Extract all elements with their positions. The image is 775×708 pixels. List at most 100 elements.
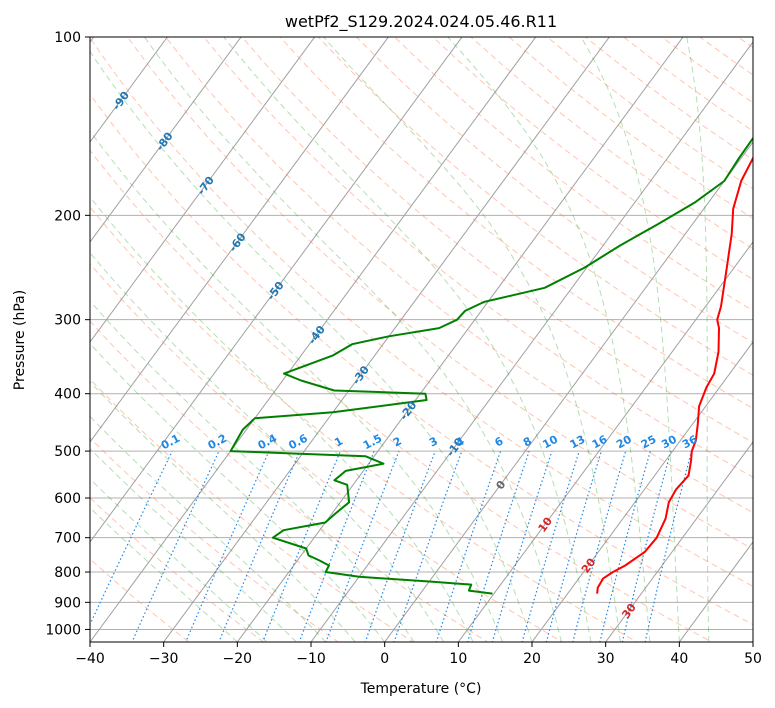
mixing-ratio-line bbox=[572, 450, 627, 642]
isotherm-line bbox=[90, 37, 389, 443]
temperature-profile-line bbox=[596, 156, 753, 594]
mixing-ratio-line bbox=[90, 450, 173, 626]
y-tick-label: 500 bbox=[54, 444, 81, 460]
isotherm-line bbox=[678, 541, 753, 642]
y-tick-label: 100 bbox=[54, 30, 81, 46]
mixing-ratio-label: 0.2 bbox=[206, 432, 229, 453]
dry-adiabat-line bbox=[90, 263, 564, 642]
mixing-ratio-line bbox=[185, 450, 270, 642]
isotherm-label: -70 bbox=[195, 174, 217, 198]
mixing-ratio-label: 10 bbox=[540, 433, 560, 452]
chart-title: wetPf2_S129.2024.024.05.46.R11 bbox=[285, 12, 557, 32]
moist-adiabat-line bbox=[90, 415, 327, 642]
mixing-ratio-line bbox=[599, 450, 651, 642]
isotherm-line bbox=[90, 37, 316, 343]
dry-adiabat-line bbox=[241, 37, 753, 444]
mixing-ratio-line bbox=[435, 450, 502, 642]
moist-adiabat-line bbox=[90, 342, 386, 642]
x-tick-label: −30 bbox=[149, 651, 179, 667]
dry-adiabat-line bbox=[737, 37, 753, 49]
moist-adiabat-line bbox=[90, 300, 415, 642]
mixing-ratio-label: 20 bbox=[614, 433, 634, 452]
isotherm-line bbox=[163, 37, 610, 642]
mixing-ratio-line bbox=[131, 450, 220, 642]
moist-adiabat-line bbox=[223, 37, 592, 642]
dry-adiabat-line bbox=[90, 93, 753, 626]
mixing-ratio-label: 6 bbox=[493, 434, 506, 449]
isotherm-line bbox=[310, 41, 753, 642]
mixing-ratio-label: 16 bbox=[590, 433, 610, 452]
x-tick-label: 0 bbox=[380, 651, 389, 667]
isotherm-label: -80 bbox=[153, 129, 175, 153]
moist-adiabat-line bbox=[90, 507, 238, 642]
mixing-ratio-label: 36 bbox=[680, 433, 700, 452]
moist-adiabat-line bbox=[580, 37, 680, 642]
x-tick-label: 40 bbox=[670, 651, 688, 667]
moist-adiabat-line bbox=[90, 478, 268, 642]
mixing-ratio-line bbox=[621, 450, 672, 642]
mixing-ratio-line bbox=[393, 450, 463, 642]
x-tick-label: 50 bbox=[744, 651, 762, 667]
mixing-ratio-label: 1 bbox=[332, 434, 345, 449]
y-tick-label: 600 bbox=[54, 491, 81, 507]
dry-adiabat-line bbox=[90, 149, 713, 642]
mixing-ratio-label: 25 bbox=[639, 433, 659, 452]
isotherm-line bbox=[90, 37, 537, 642]
dry-adiabat-line bbox=[90, 378, 414, 642]
isotherm-line bbox=[457, 241, 753, 642]
isotherm-label: 30 bbox=[619, 601, 639, 621]
x-axis-title: Temperature (°C) bbox=[360, 681, 482, 697]
isotherm-label: 0 bbox=[493, 478, 508, 492]
y-axis-title: Pressure (hPa) bbox=[12, 290, 28, 390]
mixing-ratio-label: 13 bbox=[568, 433, 588, 452]
x-tick-label: −20 bbox=[223, 651, 253, 667]
mixing-ratio-line bbox=[545, 450, 602, 642]
dry-adiabat-line bbox=[279, 37, 753, 410]
isotherm-label: -50 bbox=[264, 279, 286, 303]
isotherm-label: -100 bbox=[59, 51, 86, 81]
dewpoint-profile-line bbox=[229, 136, 753, 595]
mixing-ratio-label: 0.6 bbox=[286, 432, 310, 453]
isotherm-line bbox=[236, 37, 684, 642]
isotherm-line bbox=[605, 441, 753, 642]
moist-adiabat-line bbox=[90, 130, 503, 642]
plot-area: -100-90-80-70-60-50-40-30-20-10010203040… bbox=[59, 37, 753, 642]
mixing-ratio-line bbox=[262, 450, 341, 642]
moist-adiabat-line bbox=[144, 37, 562, 642]
y-tick-label: 900 bbox=[54, 595, 81, 611]
moist-adiabat-line bbox=[90, 447, 297, 642]
dry-adiabat-line bbox=[90, 320, 489, 642]
x-tick-label: 20 bbox=[523, 651, 541, 667]
y-tick-label: 800 bbox=[54, 565, 81, 581]
moist-adiabat-line bbox=[90, 196, 474, 642]
moist-adiabat-line bbox=[447, 37, 651, 642]
dry-adiabat-line bbox=[90, 497, 265, 642]
x-tick-label: 30 bbox=[597, 651, 615, 667]
mixing-ratio-label: 0.1 bbox=[159, 432, 182, 453]
isotherm-line bbox=[90, 37, 168, 143]
y-tick-label: 400 bbox=[54, 387, 81, 403]
isotherm-line bbox=[90, 37, 242, 243]
moist-adiabat-line bbox=[90, 380, 356, 642]
isotherm-label: 10 bbox=[536, 515, 556, 535]
mixing-ratio-label: 30 bbox=[659, 433, 679, 452]
plot-frame bbox=[89, 36, 754, 643]
dry-adiabat-line bbox=[90, 437, 340, 642]
dry-adiabat-line bbox=[317, 37, 753, 376]
mixing-ratio-line bbox=[218, 450, 301, 642]
mixing-ratio-line bbox=[521, 450, 580, 642]
mixing-ratio-label: 0.4 bbox=[256, 432, 280, 453]
isotherm-label: -60 bbox=[226, 230, 248, 254]
moist-adiabat-line bbox=[323, 37, 621, 642]
x-tick-label: 10 bbox=[449, 651, 467, 667]
x-tick-label: −10 bbox=[296, 651, 326, 667]
dry-adiabat-line bbox=[126, 37, 753, 550]
moist-adiabat-line bbox=[90, 251, 445, 642]
dry-adiabat-line bbox=[165, 37, 753, 514]
isotherm-line bbox=[531, 341, 753, 642]
dry-adiabat-line bbox=[90, 37, 753, 587]
mixing-ratio-label: 1.5 bbox=[361, 432, 384, 453]
mixing-ratio-label: 3 bbox=[427, 434, 440, 449]
isotherm-line bbox=[90, 37, 463, 543]
